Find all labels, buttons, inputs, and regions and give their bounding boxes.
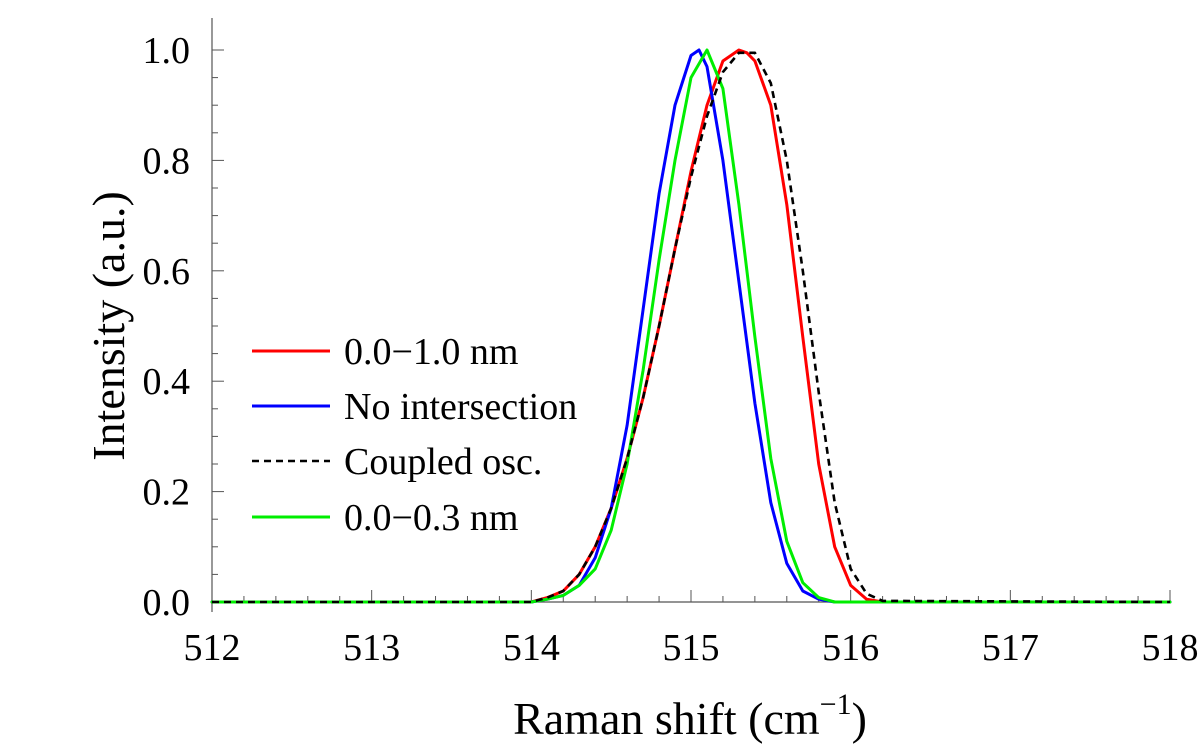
y-tick-label: 0.2 bbox=[143, 472, 191, 514]
x-axis-title: Raman shift (cm−1) bbox=[513, 688, 867, 744]
x-tick-label: 518 bbox=[1142, 627, 1199, 669]
axes: 512 513 514 515 516 517 518 0.0 0.2 0.4 0.6 0.8 1.0 bbox=[143, 18, 1199, 669]
y-tick-label: 0.4 bbox=[143, 361, 191, 403]
legend-label-0: 0.0−1.0 nm bbox=[344, 331, 519, 373]
y-tick-label: 1.0 bbox=[143, 30, 191, 72]
y-tick-label: 0.8 bbox=[143, 140, 191, 182]
x-axis-title-end: ) bbox=[852, 693, 867, 744]
y-tick-label: 0.6 bbox=[143, 251, 191, 293]
x-axis-title-superscript: −1 bbox=[820, 688, 852, 721]
x-tick-label: 512 bbox=[184, 627, 241, 669]
x-tick-label: 517 bbox=[982, 627, 1039, 669]
y-axis-title: Intensity (a.u.) bbox=[83, 191, 134, 461]
x-axis-title-main: Raman shift (cm bbox=[513, 693, 820, 744]
legend-label-2: Coupled osc. bbox=[344, 441, 542, 483]
series-line-3 bbox=[210, 48, 1172, 604]
legend-label-1: No intersection bbox=[344, 386, 577, 428]
x-tick-label: 515 bbox=[663, 627, 720, 669]
series-line-2 bbox=[212, 51, 1171, 604]
y-tick-label: 0.0 bbox=[143, 582, 191, 624]
x-tick-label: 514 bbox=[503, 627, 560, 669]
plot-series bbox=[210, 48, 1172, 604]
legend: 0.0−1.0 nm No intersection Coupled osc. 0.0… bbox=[252, 331, 577, 539]
x-tick-label: 513 bbox=[343, 627, 400, 669]
x-tick-label: 516 bbox=[822, 627, 879, 669]
legend-label-3: 0.0−0.3 nm bbox=[344, 497, 519, 539]
